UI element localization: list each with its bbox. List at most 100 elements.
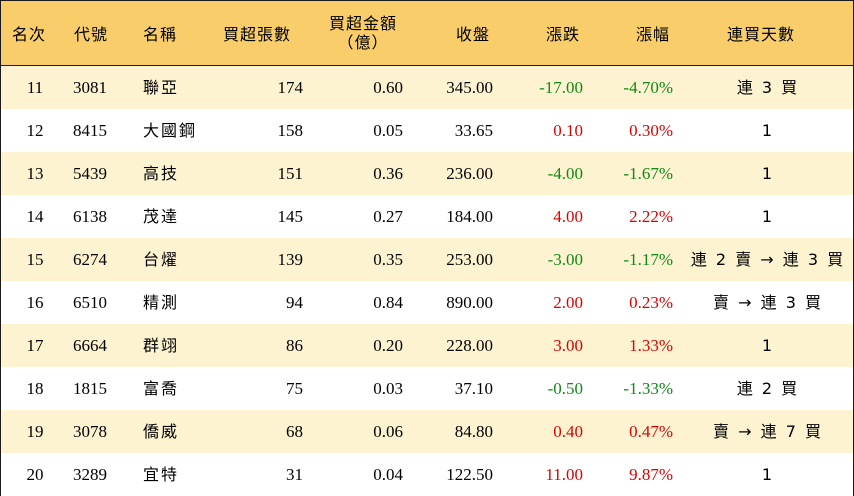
header-buy-lots: 買超張數 bbox=[223, 25, 292, 44]
cell-buy-amount: 0.06 bbox=[373, 422, 403, 441]
cell-code: 3289 bbox=[73, 465, 107, 484]
cell-name: 群翊 bbox=[143, 336, 180, 355]
cell-change-pct: 0.30% bbox=[629, 121, 673, 140]
header-close: 收盤 bbox=[456, 25, 491, 44]
cell-buy-lots: 94 bbox=[286, 293, 303, 312]
cell-streak: 連 2 買 bbox=[736, 379, 800, 398]
cell-code: 6274 bbox=[73, 250, 107, 269]
cell-buy-lots: 31 bbox=[286, 465, 303, 484]
table-row: 15 6274 台燿 139 0.35 253.00 -3.00 -1.17% 連 2 賣 → … bbox=[1, 238, 853, 281]
cell-buy-amount: 0.36 bbox=[373, 164, 403, 183]
cell-change: 4.00 bbox=[553, 207, 583, 226]
cell-streak: 1 bbox=[761, 465, 775, 484]
header-code: 代號 bbox=[74, 25, 109, 44]
cell-name: 富喬 bbox=[143, 379, 180, 398]
cell-close: 236.00 bbox=[446, 164, 493, 183]
cell-name: 大國鋼 bbox=[143, 121, 198, 140]
cell-buy-lots: 158 bbox=[277, 121, 304, 140]
cell-code: 1815 bbox=[73, 379, 107, 398]
cell-streak: 賣 → 連 3 買 bbox=[713, 293, 823, 312]
cell-close: 84.80 bbox=[454, 422, 493, 441]
cell-code: 6510 bbox=[73, 293, 107, 312]
cell-close: 345.00 bbox=[446, 78, 493, 97]
cell-change: -3.00 bbox=[547, 250, 583, 269]
cell-name: 聯亞 bbox=[143, 78, 180, 97]
cell-code: 6138 bbox=[73, 207, 107, 226]
cell-rank: 14 bbox=[26, 207, 44, 226]
table-row: 20 3289 宜特 31 0.04 122.50 11.00 9.87% 1 bbox=[1, 453, 853, 496]
cell-buy-lots: 145 bbox=[277, 207, 304, 226]
cell-change: 11.00 bbox=[545, 465, 583, 484]
table-row: 18 1815 富喬 75 0.03 37.10 -0.50 -1.33% 連 2 買 bbox=[1, 367, 853, 410]
cell-change-pct: -1.33% bbox=[623, 379, 673, 398]
cell-streak: 1 bbox=[761, 336, 775, 355]
table-header: 名次 代號 名稱 買超張數 買超金額 （億） 收盤 漲跌 漲幅 連買天數 bbox=[1, 1, 853, 66]
cell-change-pct: 1.33% bbox=[629, 336, 673, 355]
cell-change: 0.10 bbox=[553, 121, 583, 140]
cell-change-pct: -1.67% bbox=[623, 164, 673, 183]
cell-rank: 18 bbox=[26, 379, 44, 398]
cell-close: 37.10 bbox=[454, 379, 493, 398]
cell-change-pct: 0.23% bbox=[629, 293, 673, 312]
cell-change: 3.00 bbox=[553, 336, 583, 355]
cell-change-pct: -1.17% bbox=[623, 250, 673, 269]
cell-code: 5439 bbox=[73, 164, 107, 183]
cell-rank: 19 bbox=[26, 422, 44, 441]
cell-close: 890.00 bbox=[446, 293, 493, 312]
table-row: 12 8415 大國鋼 158 0.05 33.65 0.10 0.30% 1 bbox=[1, 109, 853, 152]
cell-buy-amount: 0.27 bbox=[373, 207, 403, 226]
cell-name: 台燿 bbox=[143, 250, 180, 269]
cell-name: 茂達 bbox=[143, 207, 180, 226]
cell-close: 253.00 bbox=[446, 250, 493, 269]
header-buy-amount: 買超金額 （億） bbox=[323, 1, 403, 65]
cell-buy-lots: 139 bbox=[277, 250, 304, 269]
header-name: 名稱 bbox=[143, 25, 178, 44]
cell-code: 6664 bbox=[73, 336, 107, 355]
cell-rank: 11 bbox=[26, 78, 44, 97]
cell-streak: 連 2 賣 → 連 3 買 bbox=[690, 250, 846, 269]
table-row: 19 3078 僑威 68 0.06 84.80 0.40 0.47% 賣 → 連 7 買 bbox=[1, 410, 853, 453]
cell-change-pct: 0.47% bbox=[629, 422, 673, 441]
header-buy-amount-line1: 買超金額 bbox=[328, 14, 397, 33]
cell-buy-amount: 0.05 bbox=[373, 121, 403, 140]
cell-close: 228.00 bbox=[446, 336, 493, 355]
cell-rank: 12 bbox=[26, 121, 44, 140]
table-row: 17 6664 群翊 86 0.20 228.00 3.00 1.33% 1 bbox=[1, 324, 853, 367]
cell-rank: 20 bbox=[26, 465, 44, 484]
cell-change-pct: -4.70% bbox=[623, 78, 673, 97]
cell-close: 33.65 bbox=[454, 121, 493, 140]
header-streak: 連買天數 bbox=[727, 25, 796, 44]
table-row: 13 5439 高技 151 0.36 236.00 -4.00 -1.67% 1 bbox=[1, 152, 853, 195]
cell-streak: 賣 → 連 7 買 bbox=[713, 422, 823, 441]
cell-code: 3081 bbox=[73, 78, 107, 97]
cell-change: -17.00 bbox=[539, 78, 583, 97]
cell-change: -4.00 bbox=[547, 164, 583, 183]
cell-change: -0.50 bbox=[547, 379, 583, 398]
header-rank: 名次 bbox=[12, 25, 47, 44]
cell-streak: 連 3 買 bbox=[736, 78, 800, 97]
cell-rank: 15 bbox=[26, 250, 44, 269]
cell-close: 184.00 bbox=[446, 207, 493, 226]
cell-buy-amount: 0.84 bbox=[373, 293, 403, 312]
cell-code: 8415 bbox=[73, 121, 107, 140]
cell-change: 0.40 bbox=[553, 422, 583, 441]
cell-code: 3078 bbox=[73, 422, 107, 441]
header-change: 漲跌 bbox=[546, 25, 581, 44]
cell-name: 僑威 bbox=[143, 422, 180, 441]
cell-streak: 1 bbox=[761, 164, 775, 183]
cell-buy-amount: 0.60 bbox=[373, 78, 403, 97]
header-change-pct: 漲幅 bbox=[636, 25, 671, 44]
table-row: 16 6510 精測 94 0.84 890.00 2.00 0.23% 賣 → 連 3 買 bbox=[1, 281, 853, 324]
cell-buy-lots: 75 bbox=[286, 379, 303, 398]
cell-change: 2.00 bbox=[553, 293, 583, 312]
header-buy-amount-unit: （億） bbox=[337, 33, 389, 52]
cell-buy-amount: 0.20 bbox=[373, 336, 403, 355]
cell-name: 宜特 bbox=[143, 465, 180, 484]
cell-change-pct: 9.87% bbox=[629, 465, 673, 484]
cell-buy-lots: 151 bbox=[277, 164, 304, 183]
cell-rank: 13 bbox=[26, 164, 44, 183]
cell-rank: 16 bbox=[26, 293, 44, 312]
cell-buy-amount: 0.03 bbox=[373, 379, 403, 398]
cell-name: 精測 bbox=[143, 293, 180, 312]
